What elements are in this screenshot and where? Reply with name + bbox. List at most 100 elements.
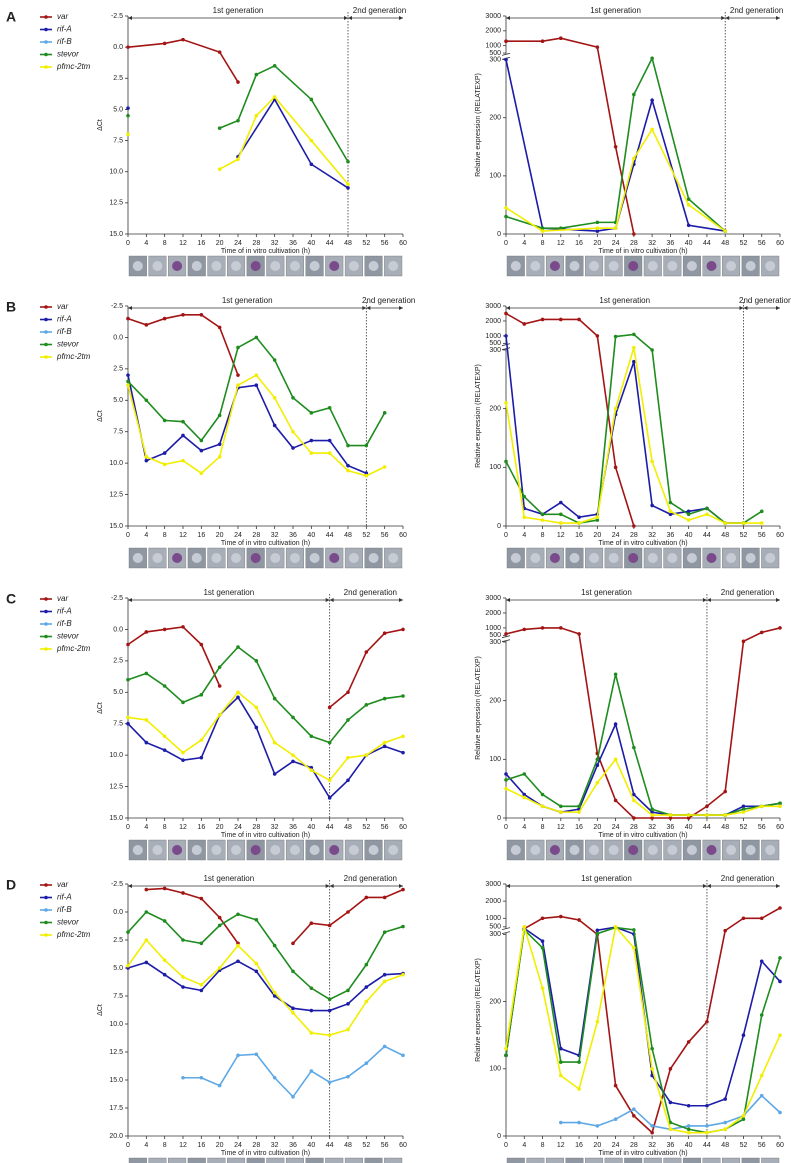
data-point — [723, 229, 727, 233]
generation-label: 2nd generation — [362, 296, 415, 305]
data-point — [632, 798, 636, 803]
data-point — [364, 895, 369, 900]
y-tick-label: 300 — [489, 347, 501, 354]
data-point — [540, 512, 545, 517]
data-point — [254, 725, 259, 730]
data-point — [382, 696, 387, 701]
x-tick-label: 0 — [504, 240, 508, 247]
cell — [250, 261, 261, 271]
data-point — [759, 509, 764, 514]
data-point — [309, 411, 314, 415]
series-line — [183, 1045, 404, 1099]
y-tick-label: 0 — [497, 231, 501, 238]
cell — [309, 261, 320, 271]
data-point — [705, 512, 709, 517]
data-point — [126, 45, 130, 49]
legend-label: pfmc-2tm — [56, 930, 91, 939]
x-tick-label: 8 — [163, 1142, 167, 1149]
data-point — [254, 335, 259, 340]
micrograph — [624, 1157, 643, 1163]
cell — [289, 553, 300, 563]
data-point — [199, 448, 204, 453]
arrow-head — [776, 598, 780, 602]
data-point — [236, 157, 240, 162]
data-point — [291, 1006, 295, 1011]
data-point — [650, 816, 654, 820]
data-point — [382, 972, 387, 977]
data-point — [162, 462, 167, 467]
data-point — [778, 979, 782, 984]
data-point — [364, 1061, 369, 1065]
data-point — [522, 494, 527, 499]
data-point — [181, 938, 185, 942]
x-tick-label: 36 — [289, 1142, 297, 1149]
data-point — [254, 659, 259, 663]
data-point — [401, 887, 405, 892]
data-point — [236, 118, 240, 123]
arrow-head — [702, 884, 707, 888]
data-point — [181, 700, 185, 705]
data-point — [741, 807, 746, 811]
x-tick-label: 24 — [234, 1142, 242, 1149]
data-point — [686, 1130, 691, 1135]
cell — [309, 553, 320, 563]
cell — [647, 845, 658, 855]
x-tick-label: 60 — [399, 824, 407, 831]
data-point — [613, 757, 618, 762]
micrograph — [266, 1157, 285, 1163]
y-tick-label: 5.0 — [113, 397, 123, 404]
x-tick-label: 12 — [179, 824, 187, 831]
cell — [152, 553, 163, 563]
cell — [250, 553, 261, 563]
data-point — [217, 665, 222, 669]
x-tick-label: 40 — [685, 1142, 693, 1149]
cell — [510, 553, 521, 563]
x-tick-label: 48 — [344, 1142, 352, 1149]
data-point — [504, 311, 508, 316]
data-point — [126, 132, 130, 137]
data-point — [705, 1103, 709, 1108]
data-point — [577, 515, 581, 519]
data-point — [236, 959, 240, 964]
data-point — [559, 626, 563, 630]
x-axis-label: Time of in vitro cultivation (h) — [598, 248, 687, 255]
y-tick-label: 12.5 — [109, 200, 123, 207]
data-point — [741, 810, 746, 814]
data-point — [668, 813, 673, 817]
series-line — [127, 314, 239, 376]
y-tick-label: 2.5 — [113, 658, 123, 665]
legend-marker — [44, 634, 48, 639]
data-point — [632, 92, 636, 97]
arrow-head — [702, 598, 707, 602]
x-tick-label: 48 — [344, 824, 352, 831]
data-point — [595, 518, 600, 522]
cell — [667, 553, 678, 563]
x-tick-label: 52 — [740, 240, 748, 247]
data-point — [199, 642, 204, 647]
cell — [530, 261, 541, 271]
data-point — [778, 956, 782, 960]
arrow-head — [506, 884, 510, 888]
legend-label: stevor — [57, 340, 79, 349]
data-point — [309, 438, 314, 443]
data-point — [668, 509, 673, 514]
x-tick-label: 28 — [630, 532, 638, 539]
panel-letter: C — [6, 591, 16, 607]
data-point — [595, 226, 600, 230]
cell — [191, 553, 202, 563]
data-point — [650, 459, 654, 464]
y-tick-label: -2.5 — [111, 13, 123, 20]
data-point — [559, 1060, 563, 1064]
generation-label: 1st generation — [581, 874, 632, 883]
x-tick-label: 44 — [703, 824, 711, 831]
data-point — [126, 106, 130, 110]
data-point — [254, 72, 259, 77]
cell — [172, 553, 183, 563]
y-tick-label: 5.0 — [113, 106, 123, 113]
cell — [765, 845, 776, 855]
data-point — [291, 1011, 295, 1015]
y-tick-label: 5.0 — [113, 965, 123, 972]
axis-break — [502, 344, 510, 349]
data-point — [559, 1120, 563, 1125]
y-tick-label: 2.5 — [113, 75, 123, 82]
